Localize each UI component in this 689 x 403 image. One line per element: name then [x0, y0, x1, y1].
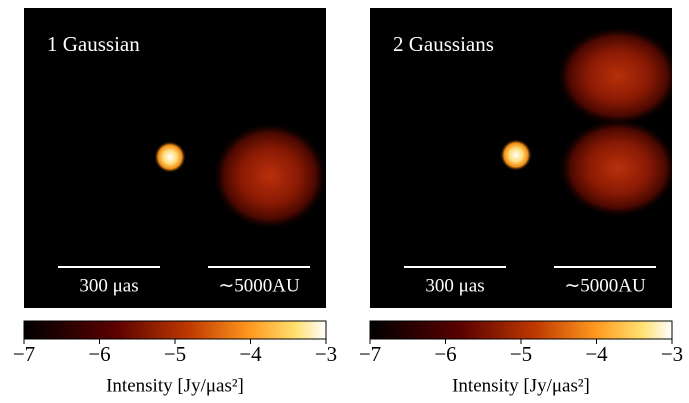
image-content	[154, 122, 326, 230]
colorbar-tick-label: −4	[585, 342, 608, 366]
emission-blob	[556, 26, 672, 126]
colorbar	[23, 320, 327, 340]
colorbar-tick-label: −7	[359, 342, 381, 366]
colorbar-tick-label: −3	[315, 342, 337, 366]
colorbar-tick-label: −5	[164, 342, 186, 366]
colorbar	[369, 320, 673, 340]
colorbar-tick-label: −5	[510, 342, 532, 366]
colorbar-tick-label: −6	[88, 342, 110, 366]
colorbar-label: Intensity [Jy/μas²]	[106, 375, 244, 396]
scale-bar-label: 300 μas	[79, 275, 138, 296]
emission-blob	[558, 118, 672, 218]
colorbar-tick-label: −4	[239, 342, 262, 366]
emission-blob	[212, 122, 326, 230]
scale-bar-label: ∼5000AU	[564, 275, 646, 296]
image-content	[500, 26, 672, 218]
colorbar-tick-label: −6	[434, 342, 456, 366]
colorbar-label: Intensity [Jy/μas²]	[452, 375, 590, 396]
colorbar-tick-label: −3	[661, 342, 683, 366]
colorbar-tick-label: −7	[13, 342, 35, 366]
compact-core	[500, 139, 532, 171]
compact-core	[154, 141, 186, 173]
scale-bar-label: ∼5000AU	[218, 275, 300, 296]
panel-annotation: 2 Gaussians	[393, 32, 494, 56]
scale-bar-label: 300 μas	[425, 275, 484, 296]
panel-annotation: 1 Gaussian	[47, 32, 140, 56]
